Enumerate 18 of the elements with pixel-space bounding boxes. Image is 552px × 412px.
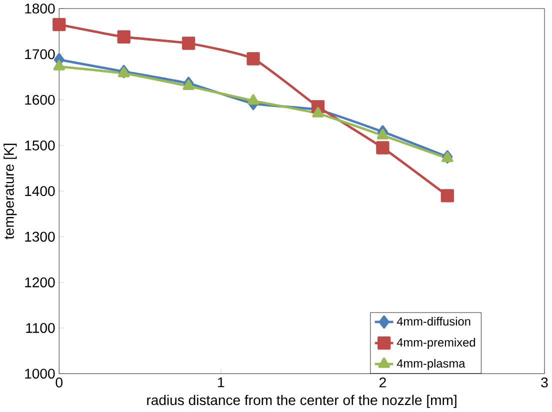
y-tick-label: 1200	[25, 278, 55, 288]
legend-label: 4mm-plasma	[396, 359, 466, 370]
y-tick-label: 1400	[25, 186, 55, 196]
x-tick-label: 0	[56, 378, 62, 388]
y-tick-label: 1700	[25, 49, 55, 60]
x-tick-label: 2	[380, 378, 386, 388]
y-tick-label: 1500	[25, 140, 55, 151]
x-tick-label: 3	[541, 378, 548, 388]
y-tick-label: 1600	[25, 95, 55, 106]
x-tick-label: 1	[218, 378, 224, 388]
legend-label: 4mm-premixed	[396, 338, 476, 350]
y-tick-label: 1800	[25, 4, 55, 14]
legend-label: 4mm-diffusion	[396, 317, 470, 326]
x-axis-title: radius distance from the center of the nozzle [mm]	[147, 395, 456, 408]
y-tick-label: 1300	[25, 232, 55, 242]
y-axis-title: temperature [K]	[4, 144, 17, 240]
y-tick-label: 1000	[25, 368, 55, 379]
y-tick-label: 1100	[26, 323, 55, 334]
